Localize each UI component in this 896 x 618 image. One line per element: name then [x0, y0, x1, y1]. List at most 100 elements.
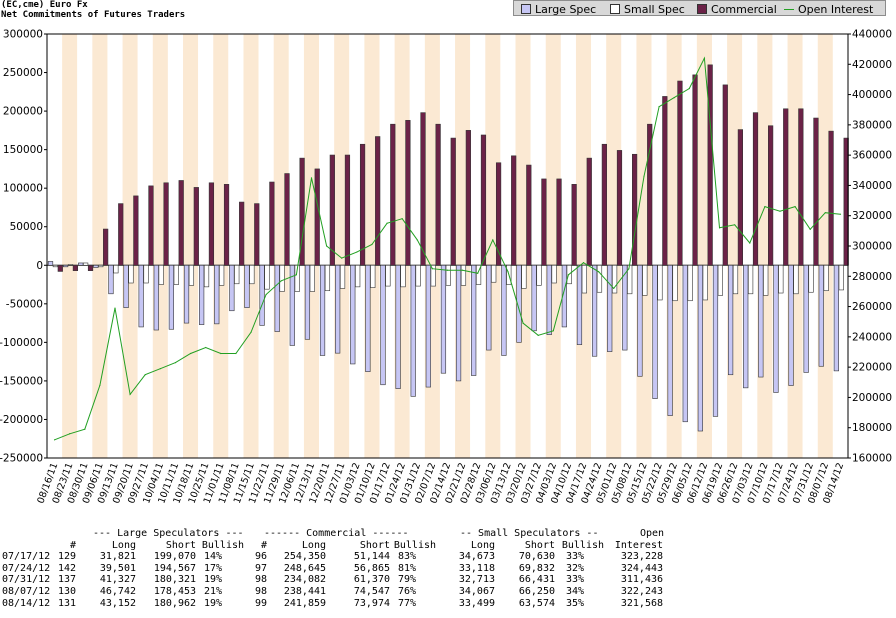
small-spec-bar: [83, 262, 89, 266]
commercial-bar: [601, 143, 607, 266]
plot-stripe: [258, 34, 274, 458]
large-spec-bar: [153, 264, 159, 331]
large-spec-bar: [561, 264, 567, 328]
right-axis-label: 220000: [852, 362, 892, 374]
commercial-bar: [632, 153, 638, 266]
table-column-header-cell: Interest: [614, 539, 663, 551]
commercial-bar: [299, 157, 305, 266]
plot-stripe: [575, 34, 592, 458]
small-spec-bar: [460, 264, 467, 286]
small-spec-bar: [203, 264, 210, 288]
small-spec-bar: [400, 264, 406, 288]
commercial-bar: [57, 264, 63, 272]
table-cell: 130: [57, 585, 76, 597]
table-cell: 180,962: [153, 597, 197, 609]
small-spec-bar: [158, 264, 164, 285]
plot-stripe: [167, 34, 184, 458]
large-spec-bar: [47, 261, 54, 266]
right-axis-label: 180000: [852, 422, 892, 434]
commercial-bar: [390, 123, 396, 266]
open-interest-swatch: [784, 9, 794, 10]
table-cell: 19%: [203, 574, 222, 586]
table-cell: 63,574: [518, 597, 555, 609]
commercial-bar: [239, 201, 245, 266]
small-spec-bar: [98, 264, 104, 268]
small-spec-bar: [808, 264, 814, 293]
table-column-header-cell: #: [69, 539, 76, 551]
small-spec-bar: [702, 264, 708, 301]
small-spec-bar: [778, 264, 784, 294]
large-spec-bar: [244, 264, 250, 308]
table-cell: 322,243: [620, 585, 664, 597]
table-cell: 81%: [397, 562, 416, 574]
commercial-bar: [737, 129, 743, 266]
large-spec-bar: [319, 264, 326, 356]
open-interest-point: [235, 352, 237, 355]
right-axis-label: 240000: [852, 331, 892, 343]
large-spec-bar: [637, 264, 643, 377]
large-spec-bar: [471, 264, 477, 376]
large-spec-bar: [410, 264, 416, 397]
small-spec-bar: [491, 264, 497, 283]
open-interest-point: [749, 242, 751, 244]
open-interest-point: [794, 206, 796, 208]
small-spec-bar: [672, 264, 678, 302]
plot-stripe: [62, 34, 78, 458]
table-cell: 34%: [565, 585, 584, 597]
large-spec-bar: [229, 264, 235, 312]
small-spec-bar: [355, 264, 361, 288]
table-cell: 69,832: [518, 562, 555, 574]
commercial-bar: [87, 264, 94, 271]
table-cell: 254,350: [283, 551, 327, 563]
large-spec-bar: [168, 264, 175, 330]
commercial-bar: [208, 182, 215, 266]
commercial-bar: [677, 80, 683, 266]
right-axis-label: 160000: [852, 453, 892, 465]
table-cell: 34,673: [458, 551, 495, 563]
open-interest-point: [839, 213, 842, 215]
commercial-bar: [435, 123, 441, 266]
small-spec-bar: [748, 264, 754, 295]
legend-item-commercial: Commercial: [697, 3, 777, 16]
open-interest-point: [824, 212, 826, 214]
open-interest-point: [386, 222, 388, 224]
large-spec-bar: [501, 264, 507, 356]
table-cell: 21%: [203, 585, 222, 597]
open-interest-point: [809, 228, 811, 230]
small-spec-bar: [430, 264, 436, 287]
open-interest-point: [371, 243, 373, 246]
plot-stripe: [485, 34, 501, 458]
plot-stripe: [606, 34, 622, 458]
table-cell: 39,501: [99, 562, 136, 574]
small-spec-bar: [324, 264, 331, 292]
large-spec-bar: [682, 264, 688, 423]
open-interest-point: [582, 262, 585, 264]
commercial-bar: [616, 150, 623, 266]
open-interest-point: [265, 293, 267, 296]
large-spec-bar: [108, 264, 114, 295]
small-spec-bar: [732, 264, 739, 295]
table-cell: 248,645: [283, 562, 327, 574]
plot-stripe: [137, 34, 153, 458]
table-cell: 32,713: [458, 574, 495, 586]
plot-stripe: [560, 34, 576, 458]
large-spec-bar: [425, 264, 431, 388]
open-interest-point: [174, 362, 177, 364]
small-spec-bar: [370, 264, 376, 288]
right-axis-label: 260000: [852, 301, 892, 313]
legend-label-small-spec: Small Spec: [624, 3, 685, 16]
large-spec-bar: [531, 264, 537, 332]
table-cell: 99: [254, 597, 267, 609]
open-interest-point: [325, 245, 328, 247]
table-group-header-cell: -- Small Speculators --: [460, 528, 599, 539]
plot-stripe: [545, 34, 561, 458]
large-spec-bar: [455, 264, 462, 382]
commercial-bar: [662, 96, 668, 266]
small-spec-bar: [536, 264, 542, 286]
open-interest-point: [658, 106, 660, 108]
legend-label-open-interest: Open Interest: [798, 3, 874, 16]
small-spec-bar: [173, 264, 179, 285]
commercial-bar: [707, 64, 713, 266]
table-column-header-cell: Long: [470, 539, 495, 551]
commercial-bar: [344, 154, 351, 266]
